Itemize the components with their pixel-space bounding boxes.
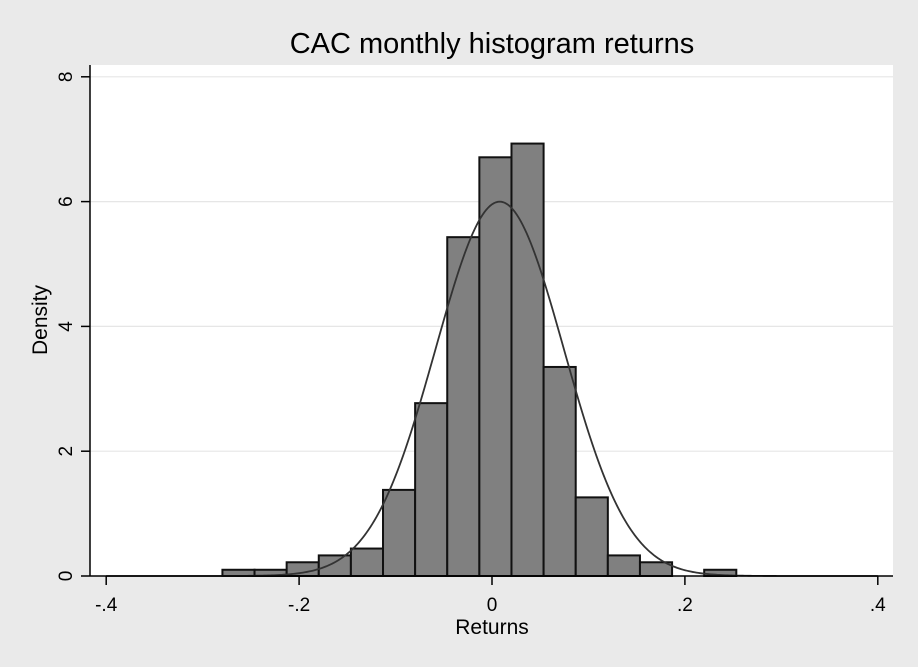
histogram-bar-11 [574, 496, 609, 578]
histogram-bar-7 [446, 236, 481, 577]
histogram-bar-6 [414, 402, 449, 578]
y-tick-label-2: 4 [56, 321, 77, 332]
y-tick-label-4: 8 [56, 72, 77, 83]
x-tick-label-2: 0 [487, 595, 498, 616]
histogram-bar-12 [606, 554, 641, 578]
y-axis-ticks: 0 2 4 6 8 [56, 72, 90, 582]
x-tick-label-1: -.2 [288, 595, 310, 616]
histogram-bar-4 [349, 547, 385, 578]
histogram-bar-3 [317, 554, 352, 578]
x-tick-label-0: -.4 [95, 595, 118, 616]
y-axis-label: Density [29, 284, 52, 355]
histogram-bar-9 [510, 142, 545, 577]
y-tick-label-3: 6 [56, 196, 77, 207]
x-tick-label-4: .4 [870, 595, 886, 616]
y-tick-label-0: 0 [56, 571, 77, 582]
histogram-bar-8 [478, 156, 513, 578]
x-tick-label-3: .2 [677, 595, 693, 616]
chart-title: CAC monthly histogram returns [290, 28, 695, 60]
x-axis-label: Returns [455, 616, 529, 639]
histogram-bar-5 [382, 488, 417, 577]
y-tick-label-1: 2 [56, 446, 77, 457]
histogram-bar-10 [542, 365, 577, 577]
x-axis-ticks: -.4 -.2 0 .2 .4 [95, 576, 886, 616]
